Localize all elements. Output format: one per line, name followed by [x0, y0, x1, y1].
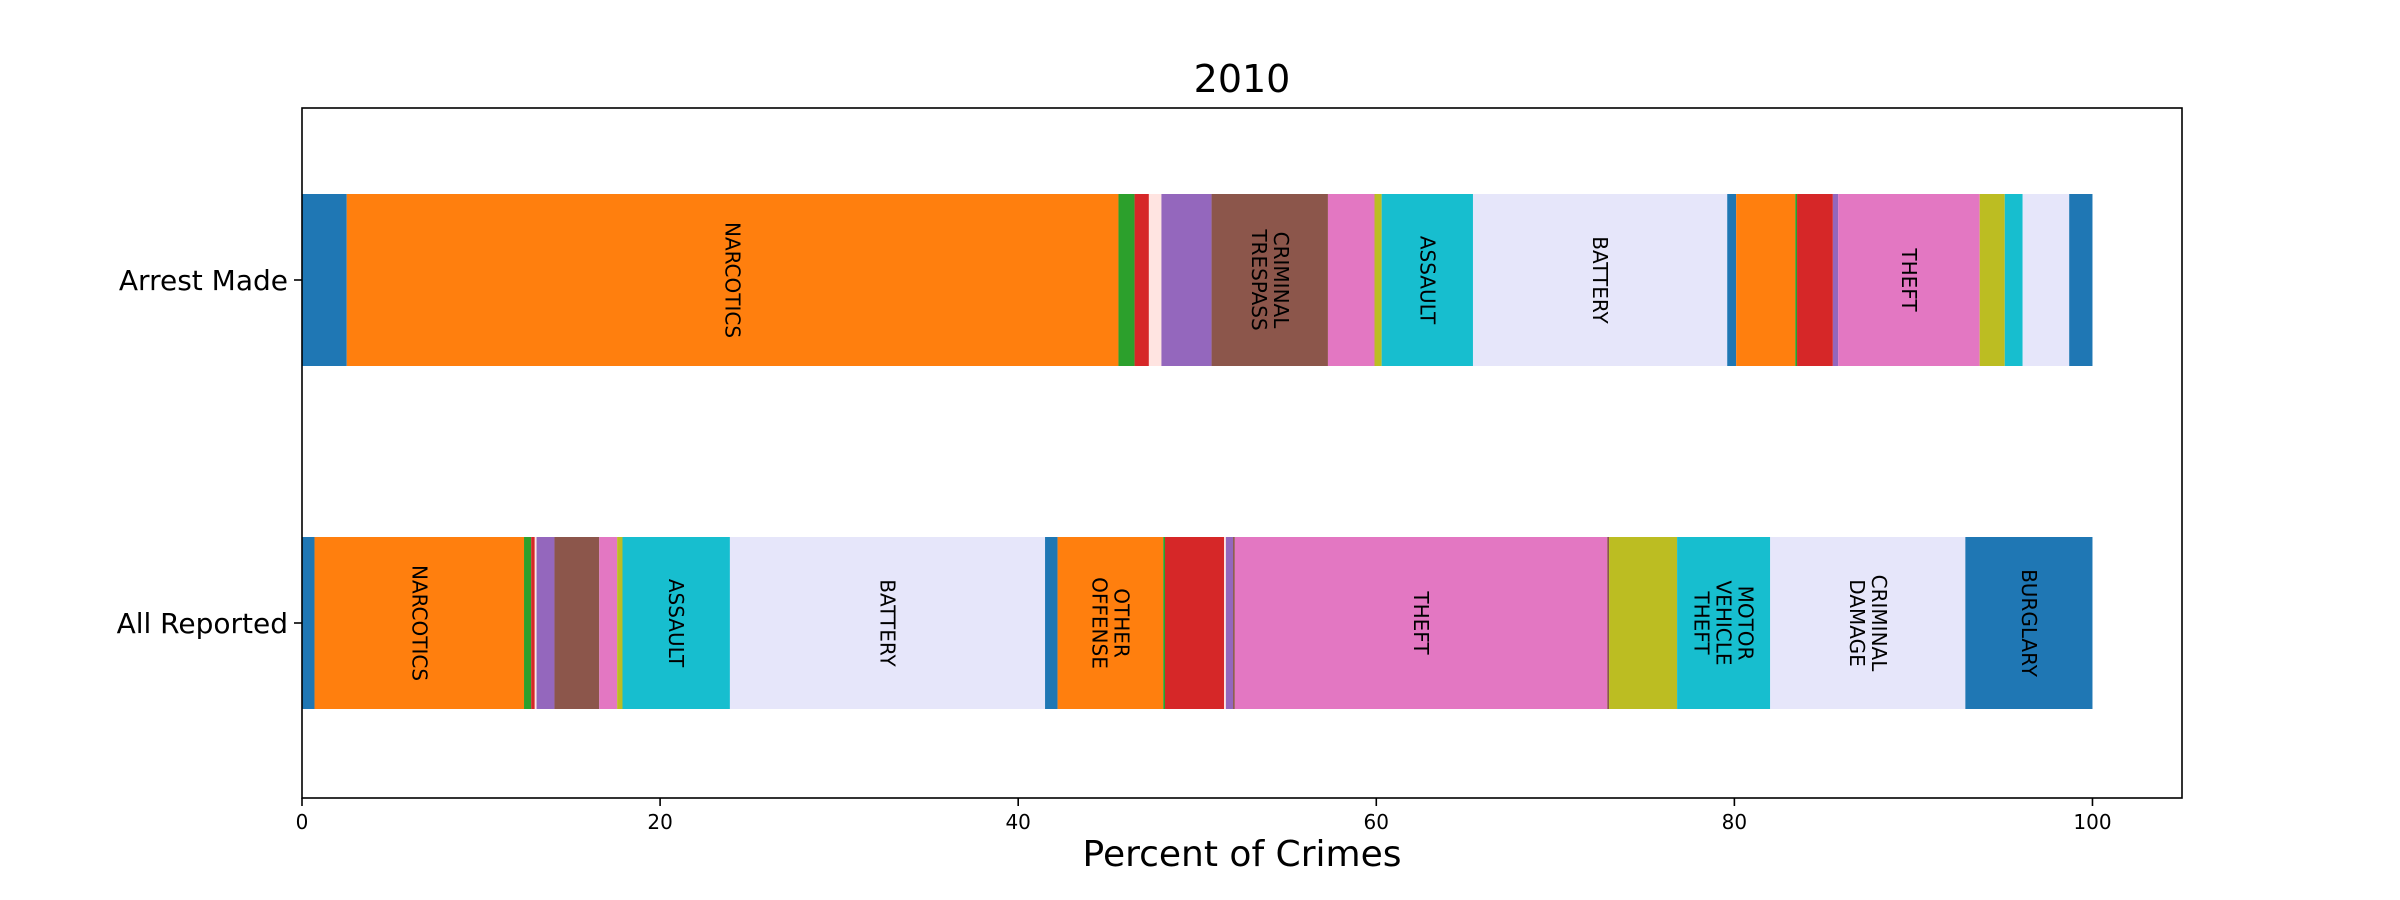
- bar-segment-arrest-made-19: [2022, 194, 2070, 366]
- bar-segment-all-reported-22: [1770, 537, 1966, 709]
- bar-segment-all-reported-3: [531, 537, 535, 709]
- bar-segment-arrest-made-0: [302, 194, 347, 366]
- bar-segment-arrest-made-6: [1211, 194, 1328, 366]
- bar-segment-all-reported-6: [554, 537, 600, 709]
- bar-segment-all-reported-2: [524, 537, 532, 709]
- bar-segment-all-reported-21: [1677, 537, 1771, 709]
- segment-label-all-reported-18: THEFT: [1409, 590, 1433, 655]
- bar-segment-all-reported-8: [617, 537, 623, 709]
- bar-segment-all-reported-20: [1609, 537, 1678, 709]
- segment-label-arrest-made-1: NARCOTICS: [721, 222, 745, 338]
- bar-segment-all-reported-9: [622, 537, 730, 709]
- bar-segment-all-reported-15: [1224, 537, 1226, 709]
- bar-segment-all-reported-13: [1163, 537, 1166, 709]
- bar-segment-arrest-made-9: [1381, 194, 1473, 366]
- bar-segment-all-reported-19: [1607, 537, 1610, 709]
- bar-segment-all-reported-11: [1045, 537, 1058, 709]
- bar-segment-arrest-made-11: [1727, 194, 1737, 366]
- chart-title: 2010: [1194, 57, 1291, 101]
- x-tick-label-40: 40: [1005, 810, 1030, 834]
- bar-segment-arrest-made-15: [1832, 194, 1839, 366]
- bar-segment-arrest-made-12: [1736, 194, 1796, 366]
- segment-label-arrest-made-9: ASSAULT: [1415, 236, 1439, 325]
- segment-label-all-reported-22: CRIMINALDAMAGE: [1845, 575, 1891, 673]
- segment-label-all-reported-21: MOTORVEHICLETHEFT: [1690, 581, 1758, 666]
- segment-label-all-reported-12: OTHEROFFENSE: [1087, 577, 1133, 669]
- x-tick-label-80: 80: [1722, 810, 1747, 834]
- bar-segment-arrest-made-10: [1472, 194, 1728, 366]
- segment-label-all-reported-10: BATTERY: [875, 579, 899, 667]
- x-tick-label-100: 100: [2073, 810, 2111, 834]
- segment-label-all-reported-23: BURGLARY: [2017, 569, 2041, 678]
- y-axis: All Reported Arrest Made: [117, 264, 302, 640]
- bars-layer: [302, 194, 2093, 709]
- segment-label-arrest-made-6: CRIMINALTRESPASS: [1247, 228, 1293, 330]
- bar-segment-arrest-made-14: [1797, 194, 1833, 366]
- plot-frame: [301, 107, 2183, 799]
- x-axis: 0 20 40 60 80 100: [296, 798, 2112, 834]
- segment-label-arrest-made-16: THEFT: [1897, 247, 1921, 312]
- bar-segment-all-reported-7: [599, 537, 618, 709]
- bar-segment-all-reported-5: [536, 537, 555, 709]
- bar-segment-all-reported-10: [729, 537, 1046, 709]
- bar-segment-arrest-made-16: [1838, 194, 1980, 366]
- bar-segment-all-reported-18: [1234, 537, 1608, 709]
- bar-segment-arrest-made-7: [1327, 194, 1375, 366]
- segment-label-arrest-made-10: BATTERY: [1588, 236, 1612, 324]
- bar-segment-all-reported-4: [534, 537, 537, 709]
- bar-segment-arrest-made-2: [1118, 194, 1135, 366]
- bar-segment-arrest-made-17: [1979, 194, 2005, 366]
- bar-segment-all-reported-12: [1057, 537, 1164, 709]
- x-tick-label-20: 20: [647, 810, 672, 834]
- segment-labels-layer: NARCOTICS ASSAULT BATTERY OTHEROFFENSE THEFT…: [407, 222, 2041, 681]
- y-tick-label-all-reported: All Reported: [117, 607, 288, 640]
- bar-segment-arrest-made-1: [346, 194, 1119, 366]
- segment-label-all-reported-1: NARCOTICS: [407, 565, 431, 681]
- segment-label-all-reported-9: ASSAULT: [664, 579, 688, 668]
- x-tick-label-60: 60: [1364, 810, 1389, 834]
- x-tick-label-0: 0: [296, 810, 309, 834]
- bar-segment-all-reported-14: [1165, 537, 1225, 709]
- bar-segment-arrest-made-13: [1795, 194, 1798, 366]
- x-axis-label: Percent of Crimes: [1083, 834, 1402, 875]
- bar-segment-all-reported-1: [314, 537, 525, 709]
- bar-segment-all-reported-16: [1225, 537, 1234, 709]
- bar-segment-all-reported-0: [302, 537, 315, 709]
- bar-segment-arrest-made-20: [2069, 194, 2093, 366]
- bar-segment-all-reported-23: [1965, 537, 2093, 709]
- bar-segment-arrest-made-3: [1134, 194, 1149, 366]
- bar-segment-arrest-made-8: [1374, 194, 1382, 366]
- y-tick-label-arrest-made: Arrest Made: [119, 264, 288, 297]
- bar-segment-arrest-made-18: [2004, 194, 2023, 366]
- bar-segment-all-reported-17: [1233, 537, 1235, 709]
- bar-segment-arrest-made-5: [1161, 194, 1212, 366]
- bar-segment-arrest-made-4: [1148, 194, 1162, 366]
